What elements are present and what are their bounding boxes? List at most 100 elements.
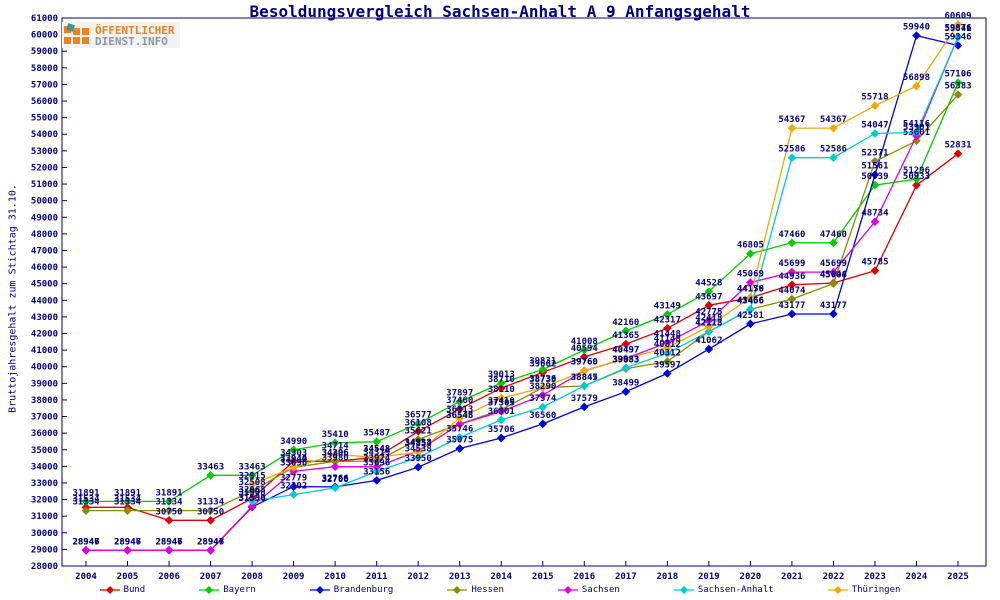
x-tick-label: 2017 [615, 572, 637, 582]
data-point [621, 326, 631, 336]
data-point [330, 462, 340, 472]
data-point [455, 444, 465, 453]
data-point [372, 452, 381, 462]
y-tick-label: 47000 [31, 246, 58, 256]
point-label: 54116 [903, 119, 930, 129]
y-tick-label: 52000 [31, 163, 58, 173]
point-label: 32508 [239, 478, 266, 488]
point-label: 54367 [778, 115, 805, 125]
series-sachsen-anhalt [247, 32, 963, 506]
data-point [787, 153, 797, 163]
point-label: 34990 [280, 437, 307, 447]
point-label: 34854 [405, 439, 433, 449]
point-label: 57106 [944, 70, 971, 80]
legend-item-sachsen: Sachsen [557, 585, 620, 595]
point-label: 32706 [322, 475, 349, 485]
point-label: 34538 [405, 444, 432, 454]
data-point [704, 301, 714, 310]
point-label: 38847 [571, 373, 598, 383]
x-axis: 2004 2005 2006 2007 2008 2009 2010 2011 2012 2013… [75, 561, 969, 582]
data-point [746, 319, 755, 329]
legend-marker-icon [557, 586, 578, 594]
y-tick-label: 48000 [31, 230, 58, 240]
data-point [621, 387, 631, 396]
x-tick-label: 2005 [117, 572, 139, 582]
data-point [829, 123, 838, 133]
data-point [953, 149, 963, 158]
point-label: 33156 [363, 467, 390, 477]
point-label: 44074 [778, 286, 806, 296]
point-label: 32915 [239, 471, 266, 481]
data-point [953, 32, 963, 42]
point-label: 59940 [903, 23, 930, 33]
point-label: 38110 [488, 385, 515, 395]
series-line [86, 36, 959, 551]
y-tick-label: 39000 [31, 379, 58, 389]
legend-marker-icon [99, 586, 120, 594]
labels-hessen: 31334 31334 31334 31334 32508 33944 34296 34319… [72, 82, 971, 508]
legend-label: Brandenburg [333, 585, 394, 595]
x-tick-label: 2020 [740, 572, 762, 582]
series-line [86, 153, 959, 521]
data-point [538, 383, 548, 393]
x-tick-label: 2022 [823, 572, 845, 582]
data-point [247, 470, 257, 480]
data-point [663, 343, 672, 352]
point-label: 37897 [446, 389, 473, 399]
legend-item-hessen: Hessen [447, 585, 504, 595]
oeffentlicher-dienst-logo[interactable]: ÖFFENTLICHER DIENST.INFO [62, 22, 181, 48]
point-label: 42581 [737, 311, 764, 321]
data-point [579, 352, 589, 362]
point-label: 44528 [695, 279, 722, 289]
data-point [663, 357, 672, 366]
legend-marker-icon [827, 586, 848, 594]
y-axis: 28000 29000 30000 31000 32000 33000 34000 35000… [31, 14, 67, 572]
labels-bund: 31534 31534 30750 30750 32068 34303 34306 34548… [72, 141, 971, 518]
x-tick-label: 2016 [573, 572, 595, 582]
chart-legend: Bund Bayern Brandenburg Hessen Sachsen Sachse… [0, 585, 1000, 595]
data-point [289, 445, 298, 455]
data-point [912, 128, 921, 137]
x-tick-label: 2008 [241, 572, 263, 582]
data-point [704, 287, 714, 296]
data-point [496, 407, 506, 416]
point-label: 37579 [571, 394, 598, 404]
y-tick-label: 43000 [31, 313, 58, 323]
data-point [413, 419, 423, 428]
legend-label: Thüringen [851, 585, 901, 595]
point-label: 28947 [197, 537, 224, 547]
point-label: 32779 [280, 474, 307, 484]
y-tick-label: 60000 [31, 31, 58, 41]
y-tick-label: 46000 [31, 263, 58, 273]
point-label: 33940 [280, 454, 307, 464]
point-label: 36913 [446, 405, 473, 415]
point-label: 39013 [488, 370, 515, 380]
series-bayern [81, 78, 963, 506]
point-label: 45785 [861, 258, 888, 268]
logo-blocks-icon [64, 23, 90, 44]
point-label: 41148 [654, 335, 681, 345]
point-label: 30750 [197, 507, 224, 517]
data-point [787, 280, 797, 290]
data-point [413, 462, 423, 472]
data-point [206, 506, 215, 515]
data-point [372, 476, 381, 485]
point-label: 33944 [280, 454, 308, 464]
data-point [330, 483, 340, 493]
point-label: 44936 [778, 272, 805, 282]
chart-title: Besoldungsvergleich Sachsen-Anhalt A 9 A… [249, 2, 751, 21]
point-label: 39662 [529, 359, 556, 369]
point-label: 40497 [612, 345, 639, 355]
data-point [455, 404, 465, 414]
point-label: 39760 [571, 358, 598, 368]
y-tick-label: 38000 [31, 396, 58, 406]
point-label: 40594 [571, 344, 599, 354]
point-label: 34548 [363, 444, 390, 454]
data-point [829, 279, 838, 288]
point-label: 31534 [72, 494, 100, 504]
data-point [538, 402, 548, 412]
y-tick-label: 28000 [31, 562, 58, 572]
y-tick-label: 33000 [31, 479, 58, 489]
point-label: 60609 [944, 11, 971, 21]
data-point [870, 217, 880, 226]
